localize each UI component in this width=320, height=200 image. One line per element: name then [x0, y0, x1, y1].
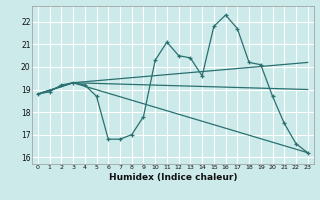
X-axis label: Humidex (Indice chaleur): Humidex (Indice chaleur): [108, 173, 237, 182]
